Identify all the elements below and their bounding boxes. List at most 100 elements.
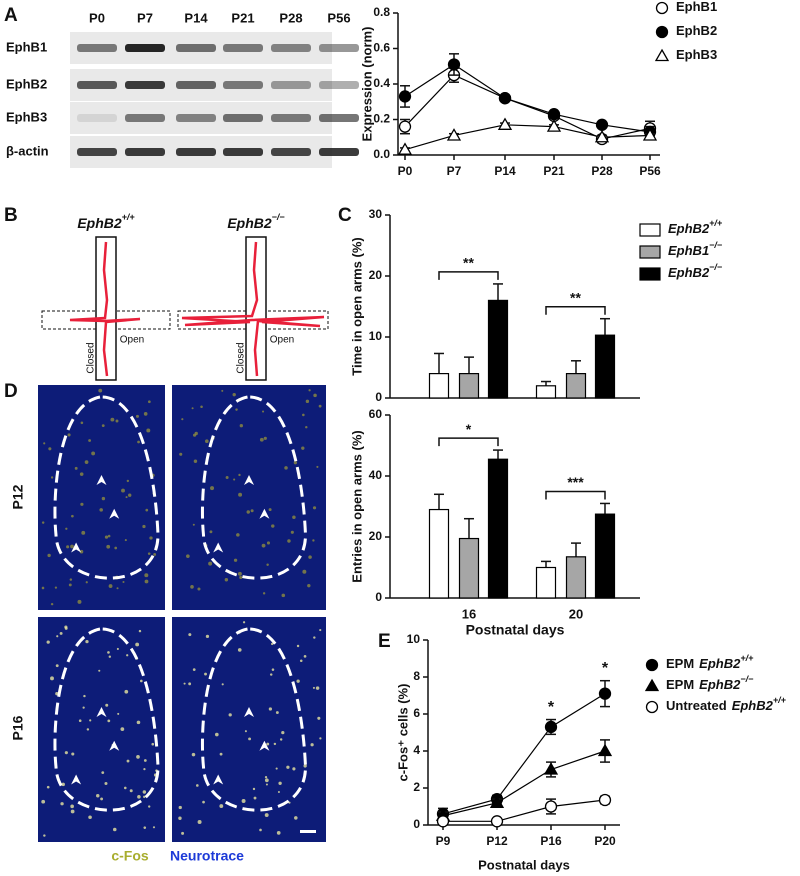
blot-row-label: β-actin: [6, 143, 49, 158]
cell-dot: [126, 759, 130, 763]
bar: [594, 334, 616, 399]
bar: [428, 508, 450, 599]
y-axis-title: c-Fos⁺ cells (%): [395, 684, 410, 782]
cell-dot: [264, 778, 269, 783]
cell-dot: [261, 543, 266, 548]
y-tick-label: 8: [413, 669, 420, 683]
legend-marker: [644, 678, 660, 692]
cell-dot: [237, 571, 242, 576]
cell-dot: [312, 539, 315, 542]
cell-dot: [286, 765, 290, 769]
cell-dot: [271, 668, 275, 671]
lane-label: P28: [279, 10, 302, 25]
bar: [487, 458, 509, 599]
closed-arm: [245, 236, 267, 381]
bar: [458, 373, 480, 399]
marker: [543, 762, 559, 775]
stain-label: Neurotrace: [170, 848, 244, 864]
micrograph: [172, 385, 326, 610]
marker: [489, 795, 505, 808]
arrowhead: [244, 475, 254, 485]
cell-dot: [313, 636, 316, 639]
band: [77, 81, 117, 89]
cell-dot: [200, 405, 203, 409]
cell-dot: [239, 424, 243, 428]
cell-dot: [152, 826, 156, 829]
cell-dot: [151, 742, 155, 746]
series-name: EPM: [666, 677, 694, 692]
cell-dot: [246, 510, 250, 514]
scale-bar: [300, 830, 316, 833]
cell-dot: [293, 460, 298, 465]
cell-dot: [221, 683, 224, 686]
cell-dot: [302, 569, 307, 574]
cell-dot: [112, 827, 117, 832]
genotype-label: EphB2+/+: [77, 212, 135, 230]
cell-dot: [136, 754, 140, 759]
genotype-label: EphB2−/−: [227, 212, 285, 230]
cell-dot: [303, 764, 307, 768]
cell-dot: [191, 752, 196, 757]
cell-dot: [47, 553, 51, 558]
cell-dot: [277, 791, 280, 794]
y-axis-title: Time in open arms (%): [349, 237, 364, 375]
cell-dot: [70, 544, 74, 549]
y-axis-title: Entries in open arms (%): [349, 430, 364, 582]
bar: [535, 566, 557, 599]
cell-dot: [319, 737, 322, 740]
cell-dot: [307, 583, 311, 588]
cell-dot: [204, 672, 207, 676]
cell-dot: [147, 552, 151, 555]
band: [125, 114, 165, 122]
cell-dot: [124, 539, 127, 542]
cell-dot: [313, 393, 317, 398]
cell-dot: [236, 533, 240, 537]
cell-dot: [88, 439, 92, 442]
cell-dot: [61, 782, 65, 787]
band: [319, 148, 359, 156]
x-axis-title: Postnatal days: [478, 857, 570, 872]
cell-dot: [144, 573, 149, 578]
legend-label: EphB3: [676, 47, 717, 62]
cell-dot: [80, 421, 84, 425]
cell-dot: [108, 655, 112, 658]
cell-dot: [248, 737, 252, 741]
cell-dot: [129, 789, 133, 793]
cell-dot: [264, 813, 269, 817]
micrograph: [38, 385, 165, 610]
band: [77, 114, 117, 122]
outline: [200, 395, 308, 580]
cell-dot: [303, 654, 307, 658]
significance: **: [463, 255, 474, 271]
cell-dot: [192, 668, 196, 672]
y-tick-label: 0.4: [373, 76, 390, 90]
cell-dot: [105, 703, 109, 707]
series-line: [443, 799, 606, 822]
band: [223, 148, 263, 156]
legend-marker: [654, 48, 670, 62]
gene: EphB2: [77, 215, 122, 231]
cell-dot: [238, 492, 243, 497]
cell-dot: [146, 428, 151, 433]
series-line: [442, 693, 606, 815]
cell-dot: [66, 545, 70, 549]
series-name: EphB1: [668, 243, 709, 258]
cell-dot: [319, 628, 322, 632]
arrowhead: [109, 740, 120, 751]
blot-row-label: EphB1: [6, 39, 47, 54]
cell-dot: [290, 530, 294, 534]
cell-dot: [122, 580, 125, 584]
lane-label: P0: [89, 10, 105, 25]
cell-dot: [123, 786, 127, 790]
marker: [447, 58, 461, 71]
legend-marker: [655, 25, 669, 39]
cell-dot: [121, 488, 125, 493]
cell-dot: [259, 437, 264, 442]
cell-dot: [56, 635, 59, 638]
band: [271, 44, 311, 52]
closed-label: Closed: [236, 342, 247, 373]
cell-dot: [190, 585, 194, 589]
micrograph: [38, 617, 165, 842]
series-line: [404, 63, 651, 133]
x-tick-label: 16: [462, 606, 476, 621]
